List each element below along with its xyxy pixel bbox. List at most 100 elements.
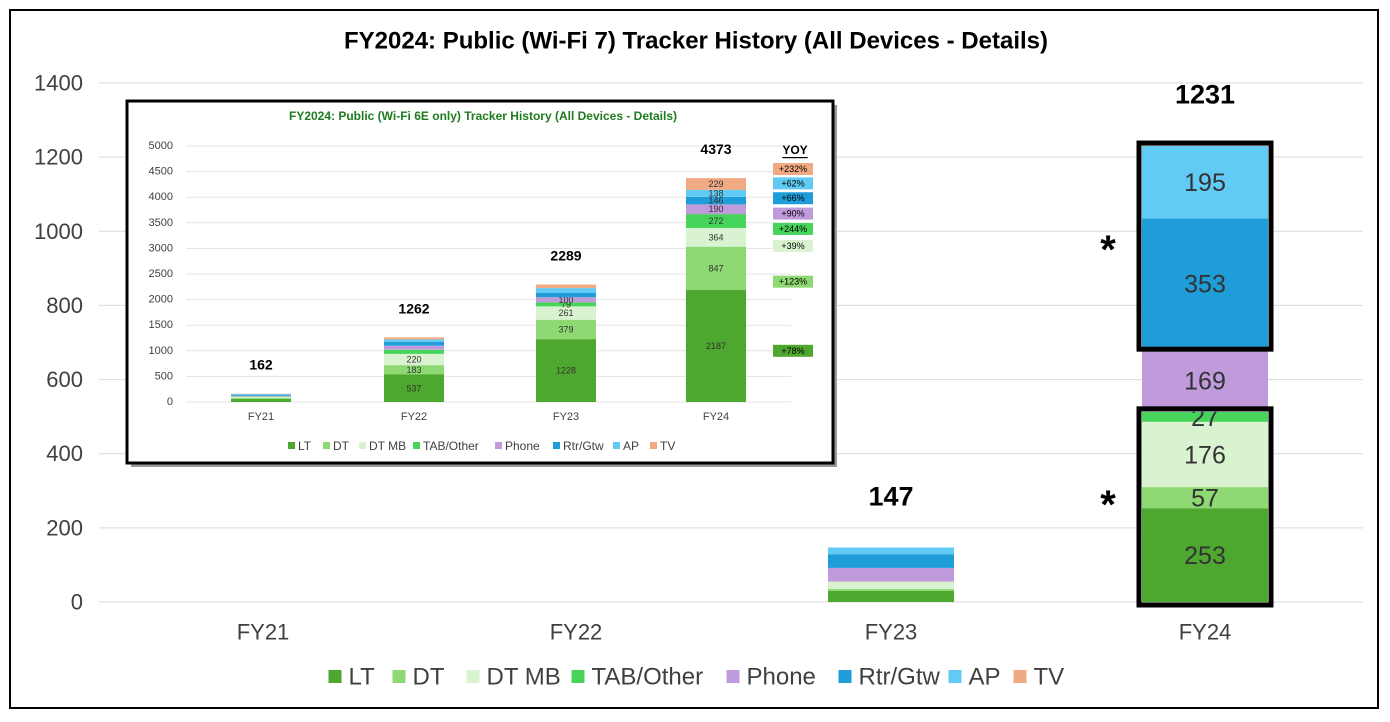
inset-bar-segment [536,339,596,402]
y-tick-label: 400 [46,441,83,466]
inset-segment-label: 379 [558,324,573,334]
inset-segment-label: 100 [558,295,573,305]
inset-legend-swatch [613,442,620,449]
inset-y-tick-label: 4000 [149,191,173,203]
inset-bar-segment [686,228,746,247]
yoy-badge [773,192,813,205]
inset-bar-segment [686,204,746,215]
legend-swatch [948,670,962,683]
inset-legend-swatch [359,442,366,449]
segment-label: 353 [1184,271,1226,299]
bar-segment [1142,411,1268,422]
bar-segment [828,567,954,582]
inset-legend-swatch [553,442,560,449]
inset-bar-total-label: 4373 [700,141,731,157]
inset-segment-label: 2187 [706,341,726,351]
y-tick-label: 200 [46,515,83,540]
inset-bar-segment [231,398,291,402]
bar-segment [828,590,954,602]
bar-total-label: 1231 [1175,80,1235,110]
inset-bar-segment [686,246,746,291]
inset-bar-segment [231,394,291,396]
inset-bar-segment [384,337,444,340]
inset-segment-label: 220 [406,355,421,365]
yoy-badge-label: +90% [781,209,804,219]
legend-swatch [726,670,740,683]
inset-bar-segment [384,345,444,350]
segment-label: 169 [1184,367,1226,395]
bar-segment [828,581,954,590]
legend-label: Phone [747,664,816,691]
y-tick-label: 800 [46,293,83,318]
inset-y-tick-label: 1500 [149,319,173,331]
inset-bar-segment [686,290,746,402]
inset-y-tick-label: 4500 [149,166,173,178]
legend-label: DT [413,664,445,691]
bar-total-label: 147 [868,482,913,512]
inset-y-tick-label: 500 [155,370,173,382]
inset-segment-label: 364 [708,232,723,242]
inset-x-tick-label: FY21 [248,411,274,423]
yoy-badge-label: +232% [779,164,807,174]
y-tick-label: 1200 [34,145,83,170]
inset-bar-segment [686,189,746,197]
inset-segment-label: 1228 [556,366,576,376]
segment-label: 176 [1184,441,1226,469]
yoy-badge [773,275,813,288]
legend-label: TAB/Other [592,664,704,691]
inset-bar-segment [536,302,596,307]
yoy-badge-label: +244% [779,224,807,234]
legend-swatch [571,670,585,683]
x-tick-label: FY23 [865,620,918,645]
legend-label: TV [1034,664,1065,691]
x-tick-label: FY24 [1179,620,1232,645]
bar-segment [1142,421,1268,488]
yoy-badge [773,344,813,357]
inset-segment-label: 183 [406,365,421,375]
inset-x-tick-label: FY22 [401,411,427,423]
y-tick-label: 0 [71,590,83,615]
yoy-header: YOY [782,143,807,157]
inset-legend-label: AP [623,439,639,453]
inset-segment-label: 537 [406,383,421,393]
inset-y-tick-label: 1000 [149,345,173,357]
chart-canvas: FY2024: Public (Wi-Fi 7) Tracker History… [34,28,1363,691]
bar-segment [1142,146,1268,219]
inset-bar-total-label: 2289 [550,248,581,264]
inset-y-tick-label: 2000 [149,294,173,306]
inset-x-tick-label: FY24 [703,411,729,423]
legend-swatch [466,670,480,683]
inset-y-tick-label: 3000 [149,242,173,254]
inset-bar-segment [231,396,291,398]
inset-bar-segment [384,353,444,366]
asterisk-annotation: * [1100,228,1116,272]
inset-bar-segment [384,341,444,346]
inset-legend-label: Rtr/Gtw [563,439,604,453]
bar-segment [1142,487,1268,509]
inset-bar-segment [231,393,291,395]
legend-swatch [838,670,852,683]
inset-y-tick-label: 3500 [149,217,173,229]
yoy-badge [773,239,813,252]
inset-bar-segment [384,374,444,402]
inset-y-tick-label: 5000 [149,140,173,152]
inset-segment-label: 847 [708,263,723,273]
segment-label: 253 [1184,542,1226,570]
inset-legend-label: Phone [505,439,540,453]
bar-segment [1142,218,1268,350]
inset-legend-label: DT [333,439,350,453]
yoy-badge [773,163,813,176]
y-tick-label: 1000 [34,219,83,244]
inset-segment-label: 261 [558,308,573,318]
inset-legend-label: TAB/Other [423,439,479,453]
inset-bar-segment [686,196,746,205]
yoy-badge-label: +66% [781,193,804,203]
chart-title: FY2024: Public (Wi-Fi 7) Tracker History… [344,28,1048,55]
inset-segment-label: 229 [708,179,723,189]
asterisk-annotation: * [1100,483,1116,527]
inset-legend-swatch [288,442,295,449]
inset-bar-segment [686,178,746,190]
inset-legend-label: LT [298,439,312,453]
yoy-badge-label: +123% [779,277,807,287]
legend-label: LT [349,664,376,691]
